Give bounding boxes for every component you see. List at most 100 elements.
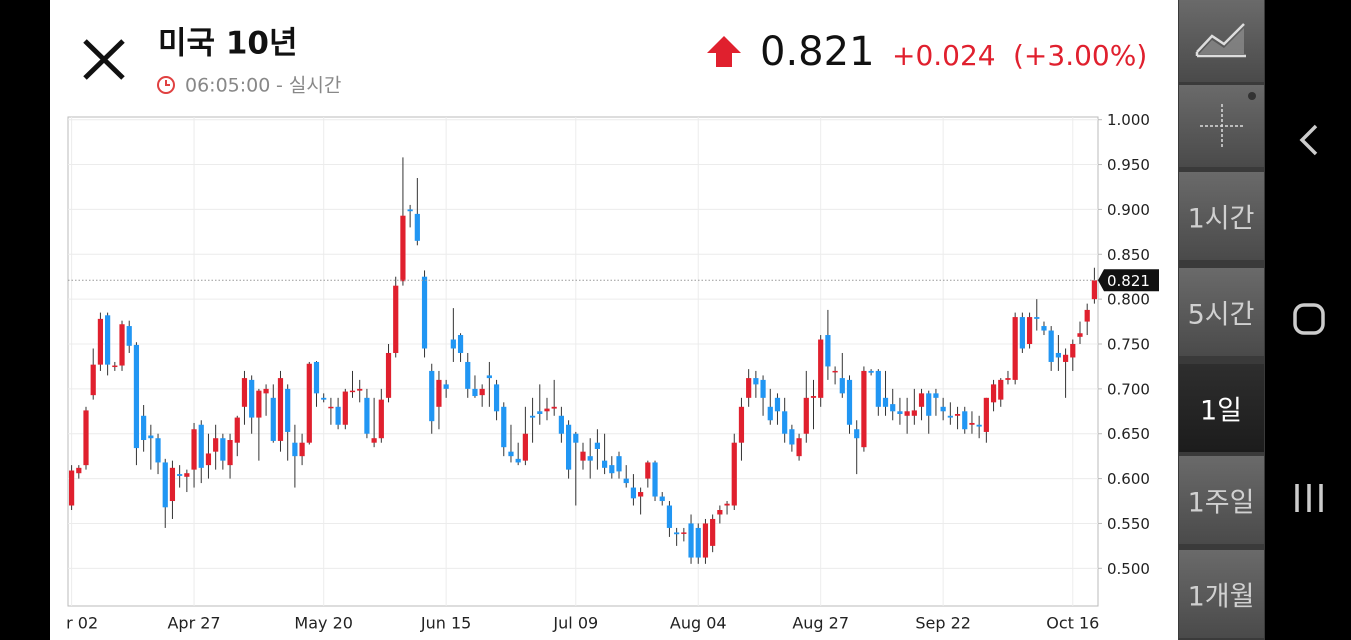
candle-body [753, 378, 759, 385]
candle [421, 270, 428, 358]
candle [911, 388, 917, 425]
candle [954, 406, 961, 430]
candle-body [580, 451, 586, 461]
candle-body [1019, 317, 1025, 349]
candle [335, 397, 341, 430]
candle [767, 388, 773, 425]
candle [969, 411, 975, 434]
candle [854, 420, 860, 475]
candle-body [263, 388, 269, 394]
candle-body [609, 465, 615, 474]
home-button[interactable] [1293, 303, 1325, 335]
candle [299, 433, 305, 466]
period-button[interactable]: 1주일 [1179, 456, 1264, 544]
candle-body [695, 527, 701, 558]
recents-button[interactable] [1295, 484, 1323, 512]
candle [688, 514, 694, 564]
candle-body [537, 411, 543, 414]
candle [717, 505, 723, 524]
y-tick-label: 0.700 [1107, 380, 1150, 398]
candle-body [1005, 378, 1011, 380]
candle-body [299, 442, 305, 457]
candle-body [587, 456, 593, 461]
candle [472, 375, 478, 398]
crosshair-button[interactable] [1179, 85, 1264, 167]
candle [529, 397, 536, 443]
candle-body [544, 408, 550, 412]
button-bg [1179, 364, 1264, 452]
candle [436, 370, 442, 430]
candle-body [594, 442, 601, 449]
candle-body [479, 388, 485, 396]
candle [522, 406, 528, 466]
candle [666, 501, 673, 537]
candle-body [731, 442, 737, 506]
period-button[interactable]: 1일 [1179, 364, 1264, 452]
x-tick-labels: Apr 02 Apr 27 May 20 Jun 15 Jul 09 Aug 04 Aug … [66, 614, 1099, 633]
last-value-label: 0.821 [1107, 272, 1150, 290]
title: 미국 10년 [158, 26, 298, 62]
candle [933, 388, 939, 416]
candle-body [249, 379, 255, 418]
candle-body [1077, 333, 1083, 337]
candle [249, 375, 255, 434]
candle-body [659, 496, 665, 502]
candle-body [1034, 317, 1040, 319]
candle [378, 388, 384, 443]
candle-body [926, 393, 932, 416]
candle [76, 465, 82, 479]
candle [1019, 312, 1025, 353]
candle-body [702, 523, 709, 558]
close-icon [83, 39, 125, 80]
candle-body [385, 352, 392, 398]
candle-body [198, 424, 204, 468]
candle-body [551, 406, 557, 409]
candle [861, 366, 867, 452]
candle-body [645, 462, 651, 479]
candle-body [724, 503, 730, 506]
candle [177, 465, 183, 488]
candle-body [407, 209, 413, 212]
candle [414, 178, 420, 246]
close-button[interactable] [83, 39, 125, 80]
period-button[interactable]: 1개월 [1179, 550, 1264, 638]
period-button[interactable]: 1시간 [1179, 172, 1264, 260]
candle [450, 308, 456, 362]
candle [1041, 321, 1047, 336]
button-bg [1179, 550, 1264, 638]
candle [465, 352, 471, 398]
back-button[interactable] [1299, 124, 1318, 156]
candle [342, 388, 348, 430]
candle-body [774, 397, 781, 412]
candle-body [256, 390, 262, 418]
candle [263, 384, 269, 416]
candle-body [141, 415, 147, 441]
x-tick-label: Sep 22 [915, 614, 971, 633]
x-tick-label: Aug 27 [792, 614, 849, 633]
candle-body [162, 462, 168, 508]
candle-body [602, 460, 608, 468]
candle [882, 370, 889, 416]
candle [565, 420, 572, 479]
candle [1048, 326, 1054, 371]
candle [364, 388, 370, 439]
time: 06:05:00 [185, 75, 270, 97]
candle [897, 397, 903, 425]
candle [962, 406, 968, 434]
nav-bar [1293, 124, 1325, 512]
candle [846, 375, 853, 434]
candle [256, 388, 262, 461]
candle-body [710, 518, 716, 546]
candle [321, 393, 327, 403]
price: 0.821 [760, 29, 875, 75]
button-bg [1179, 456, 1264, 544]
candle [155, 433, 161, 475]
period-button[interactable]: 5시간 [1179, 268, 1264, 356]
x-tick-label: Apr 27 [167, 614, 220, 633]
candle-body [292, 442, 298, 457]
chart-type-button[interactable] [1179, 0, 1264, 82]
candle-body [450, 339, 456, 349]
candle [220, 433, 226, 470]
candle-body [112, 365, 118, 368]
